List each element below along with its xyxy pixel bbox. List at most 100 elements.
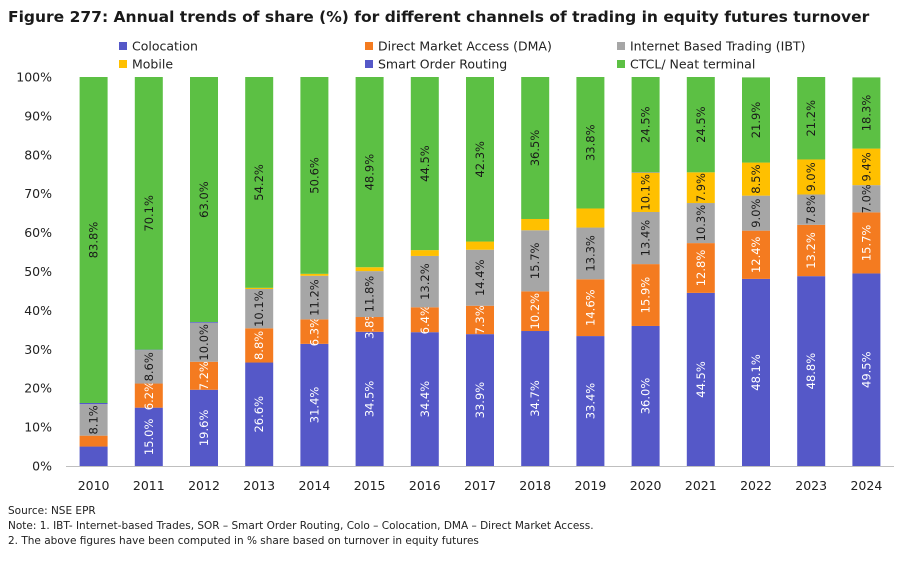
bar-segment [245, 289, 274, 329]
source-note: Source: NSE EPR [8, 505, 96, 517]
bar-segment [686, 172, 715, 204]
bar-segment [79, 435, 108, 447]
legend-label: Colocation [132, 39, 198, 54]
bar-segment [300, 77, 329, 274]
legend-swatch [365, 42, 373, 50]
data-label: 24.5% [694, 106, 708, 143]
y-tick-label: 60% [24, 225, 52, 240]
data-label: 7.9% [694, 173, 708, 202]
bar-segment [576, 77, 605, 209]
data-label: 83.8% [87, 222, 101, 259]
data-label: 3.8% [363, 310, 377, 339]
y-tick-label: 20% [24, 381, 52, 396]
bar-segment [355, 317, 384, 332]
bar-segment [134, 350, 163, 384]
bar-segment [79, 77, 108, 403]
bar-segment [521, 291, 550, 332]
data-label: 18.3% [859, 95, 873, 132]
bar-segment [190, 77, 218, 323]
bar-segment [797, 276, 826, 466]
bar-segment [245, 328, 274, 363]
data-label: 7.8% [804, 195, 818, 224]
bar-segment [466, 77, 494, 242]
data-label: 13.2% [418, 263, 432, 300]
data-label: 8.8% [252, 331, 266, 360]
data-label: 9.0% [749, 198, 763, 227]
data-label: 10.0% [197, 324, 211, 361]
y-tick-label: 10% [24, 420, 52, 435]
legend-swatch [617, 60, 625, 68]
bar-segment [79, 402, 108, 405]
bar-segment [576, 279, 605, 337]
data-label: 12.8% [694, 250, 708, 287]
data-label: 6.3% [307, 317, 321, 346]
data-label: 10.3% [694, 205, 708, 242]
legend-swatch [365, 60, 373, 68]
data-label: 34.5% [363, 381, 377, 418]
bar-segment [797, 159, 826, 195]
bar-segment [134, 383, 163, 408]
data-label: 7.3% [473, 305, 487, 334]
data-label: 13.2% [804, 232, 818, 269]
bar-segment [686, 243, 715, 293]
chart-title: Figure 277: Annual trends of share (%) f… [8, 8, 870, 26]
bar-segment [742, 195, 770, 231]
bar-segment [852, 148, 881, 186]
bar-segment [410, 255, 439, 308]
data-label: 48.1% [749, 354, 763, 391]
x-tick-label: 2014 [298, 478, 330, 493]
bar-segment [631, 211, 660, 265]
data-label: 6.4% [418, 305, 432, 334]
legend-label: Smart Order Routing [378, 57, 507, 72]
bar-segment [576, 208, 605, 228]
y-tick-label: 80% [24, 147, 52, 162]
bar-segment [410, 307, 439, 333]
x-tick-label: 2021 [685, 478, 717, 493]
bar-segment [466, 334, 494, 466]
bar-segment [245, 362, 274, 466]
bar-segment [190, 389, 218, 466]
data-label: 14.6% [583, 289, 597, 326]
bar-segment [742, 278, 770, 466]
bar-segment [79, 404, 108, 436]
bar-segment [631, 264, 660, 326]
bar-segment [134, 77, 163, 350]
data-label: 34.7% [528, 380, 542, 417]
bar-segment [742, 162, 770, 196]
bar-segment [300, 319, 329, 344]
y-tick-label: 30% [24, 342, 52, 357]
bar-segment [466, 249, 494, 306]
x-tick-label: 2020 [630, 478, 662, 493]
legend-swatch [119, 42, 127, 50]
data-label: 54.2% [252, 164, 266, 201]
data-label: 8.1% [87, 405, 101, 434]
stacked-bar-chart: Colocation Direct Market Access (DMA) Inte… [16, 39, 894, 493]
bar-segment [852, 77, 881, 149]
bar-segment [631, 172, 660, 212]
x-tick-label: 2012 [188, 478, 220, 493]
y-tick-label: 100% [16, 70, 52, 85]
legend-swatch [617, 42, 625, 50]
bar-segment [797, 194, 826, 225]
data-label: 10.2% [528, 293, 542, 330]
bar-segment [355, 77, 384, 268]
bar-segment [852, 212, 881, 274]
legend-label: Internet Based Trading (IBT) [630, 39, 805, 54]
bar-segment [300, 275, 329, 320]
data-label: 48.9% [363, 154, 377, 191]
bar-segment [410, 77, 439, 251]
bar-segment [576, 336, 605, 466]
data-label: 26.6% [252, 396, 266, 433]
x-tick-label: 2015 [354, 478, 386, 493]
x-tick-label: 2018 [519, 478, 551, 493]
bar-segment [852, 185, 881, 213]
x-tick-label: 2011 [133, 478, 165, 493]
x-tick-label: 2023 [795, 478, 827, 493]
bar-segment [797, 224, 826, 277]
y-tick-label: 50% [24, 264, 52, 279]
bar-segment [521, 77, 550, 219]
bar-segment [300, 273, 329, 276]
chart-notes: Source: NSE EPR Note: 1. IBT- Internet-b… [8, 504, 594, 549]
data-label: 9.0% [804, 162, 818, 191]
legend-label: Mobile [132, 57, 173, 72]
